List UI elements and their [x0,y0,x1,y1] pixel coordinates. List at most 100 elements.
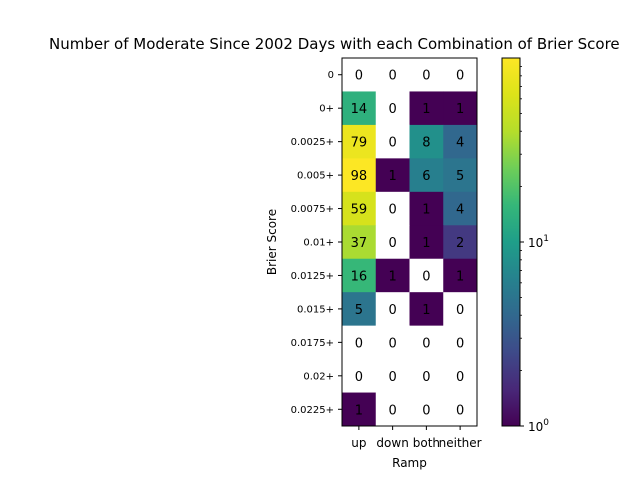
cell-value-label: 79 [351,136,368,151]
cell-value-label: 1 [388,269,396,284]
y-tick-label: 0.0075+ [291,204,334,215]
cell-value-label: 4 [456,203,464,218]
cell-value-label: 37 [351,236,368,251]
cell-value-label: 0 [388,336,396,351]
cell-value-label: 0 [422,403,430,418]
cell-value-label: 0 [456,69,464,84]
y-tick-label: 0 [328,70,334,81]
chart-title: Number of Moderate Since 2002 Days with … [49,35,620,53]
heatmap-cell [342,124,377,159]
heatmap-cell [443,359,478,393]
cell-value-label: 5 [456,169,464,184]
heatmap-cell [443,158,478,193]
heatmap-cell [342,191,377,226]
cell-value-label: 1 [422,203,430,218]
y-tick-label: 0.015+ [297,304,334,315]
cell-value-label: 0 [422,370,430,385]
cell-value-label: 98 [351,169,368,184]
cell-value-label: 0 [388,203,396,218]
heatmap-cell [375,258,410,293]
colorbar-tick-label: 100 [528,418,549,434]
cell-value-label: 16 [351,269,368,284]
heatmap-cell [342,158,377,193]
y-tick-label: 0.0225+ [291,405,334,416]
cell-value-label: 0 [422,269,430,284]
y-axis-label: Brier Score [265,209,279,275]
heatmap-cell [409,392,444,427]
heatmap-cell [375,292,410,327]
cell-value-label: 0 [388,136,396,151]
heatmap-cell [409,58,444,92]
cell-value-label: 0 [422,69,430,84]
cell-value-label: 0 [388,236,396,251]
heatmap-cell [443,258,478,293]
y-axis-ticks: 0 0+ 0.0025+ 0.005+ 0.0075+ 0.01+ 0.0125+ 0.015… [291,70,342,416]
heatmap-cell [375,225,410,260]
cell-value-label: 0 [388,303,396,318]
heatmap-cell [409,124,444,159]
heatmap-cell [342,292,377,327]
x-tick-label: both [413,436,440,450]
cell-value-label: 0 [388,102,396,117]
y-tick-label: 0.0175+ [291,338,334,349]
y-tick-label: 0+ [319,104,334,115]
heatmap-cell [443,225,478,260]
heatmap-cells: 0 0 0 014 0 1 179 0 8 498 1 6 559 0 1 437 0 1 216 1 0 15 0 1 00 0… [342,58,478,427]
heatmap-cell [409,225,444,260]
cell-value-label: 0 [355,69,363,84]
colorbar-ticks: 100 101 [520,66,549,434]
cell-value-label: 1 [388,169,396,184]
x-tick-label: up [351,436,366,450]
cell-value-label: 1 [422,303,430,318]
cell-value-label: 0 [456,303,464,318]
cell-value-label: 0 [388,403,396,418]
colorbar [501,57,521,427]
cell-value-label: 59 [351,203,368,218]
heatmap-cell [409,325,444,360]
heatmap-cell [409,158,444,193]
cell-value-label: 2 [456,236,464,251]
heatmap-cell [409,258,444,293]
cell-value-label: 0 [355,370,363,385]
cell-value-label: 6 [422,169,430,184]
heatmap-cell [443,124,478,159]
cell-value-label: 0 [388,370,396,385]
cell-value-label: 8 [422,136,430,151]
heatmap-cell [375,325,410,360]
heatmap-cell [443,325,478,360]
x-tick-label: down [376,436,408,450]
y-tick-label: 0.0125+ [291,271,334,282]
heatmap-cell [342,325,377,360]
cell-value-label: 0 [456,370,464,385]
heatmap-cell [342,359,377,393]
heatmap-cell [375,124,410,159]
cell-value-label: 5 [355,303,363,318]
heatmap-cell [409,191,444,226]
heatmap-cell [342,58,377,92]
heatmap-cell [342,225,377,260]
y-tick-label: 0.01+ [303,238,334,249]
heatmap-cell [443,392,478,427]
cell-value-label: 1 [422,236,430,251]
heatmap-cell [409,292,444,327]
heatmap-cell [443,292,478,327]
cell-value-label: 0 [422,336,430,351]
cell-value-label: 1 [355,403,363,418]
heatmap-cell [342,392,377,427]
cell-value-label: 14 [351,102,368,117]
heatmap-cell [375,191,410,226]
cell-value-label: 1 [456,102,464,117]
y-tick-label: 0.02+ [303,371,334,382]
heatmap-cell [375,392,410,427]
heatmap-cell [375,91,410,126]
y-tick-label: 0.0025+ [291,137,334,148]
cell-value-label: 1 [456,269,464,284]
heatmap-cell [342,258,377,293]
cell-value-label: 0 [456,403,464,418]
heatmap-cell [375,158,410,193]
heatmap-cell [443,191,478,226]
heatmap-cell [443,58,478,92]
heatmap-cell [375,359,410,393]
